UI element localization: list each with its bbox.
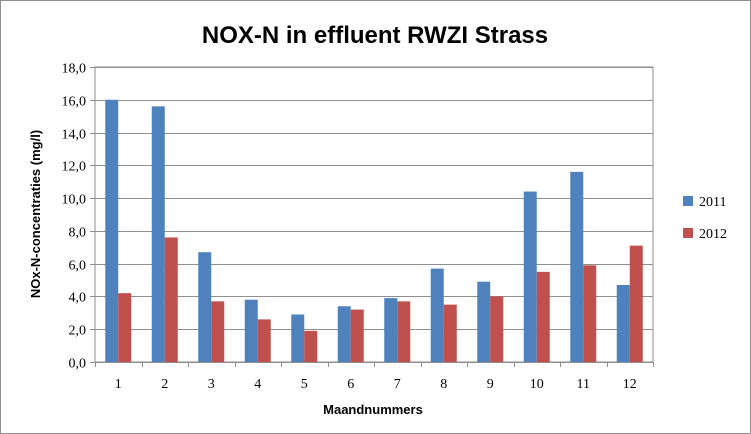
bars <box>105 99 643 363</box>
y-tick-label: 4,0 <box>69 291 87 306</box>
bar-2012-12 <box>629 245 643 362</box>
y-tick-label: 18,0 <box>62 62 87 77</box>
bar-2012-2 <box>164 237 178 362</box>
x-tick-label: 2 <box>161 377 168 392</box>
bar-2011-1 <box>105 99 119 363</box>
bar-2011-12 <box>616 284 630 362</box>
chart-title: NOX-N in effluent RWZI Strass <box>202 22 548 49</box>
bar-2011-4 <box>244 299 258 362</box>
axes <box>90 67 654 367</box>
bar-2012-1 <box>118 293 132 362</box>
plot-area <box>94 66 654 363</box>
y-tick-label: 8,0 <box>69 226 87 241</box>
bar-2012-6 <box>350 309 364 362</box>
legend: 2011 2012 <box>683 195 727 242</box>
x-tick-label: 6 <box>347 377 354 392</box>
x-axis-label: Maandnummers <box>323 402 423 417</box>
bar-2012-3 <box>211 301 225 362</box>
x-tick-label: 9 <box>487 377 494 392</box>
legend-swatch-2012 <box>683 228 693 238</box>
legend-label-2011: 2011 <box>699 195 726 210</box>
gridlines <box>94 66 654 363</box>
legend-swatch-2011 <box>683 196 693 206</box>
x-tick-label: 11 <box>577 377 590 392</box>
x-tick-label: 4 <box>254 377 261 392</box>
y-tick-label: 14,0 <box>62 128 87 143</box>
bar-2011-3 <box>198 252 212 362</box>
y-tick-label: 0,0 <box>69 357 87 372</box>
x-tick-label: 1 <box>115 377 122 392</box>
y-tick-labels: 0,0 2,0 4,0 6,0 8,0 10,0 12,0 14,0 16,0 18,0 <box>62 62 87 372</box>
bar-2011-6 <box>337 306 351 362</box>
bar-2011-5 <box>291 314 305 362</box>
bar-2011-7 <box>384 298 398 362</box>
bar-2012-10 <box>536 271 550 362</box>
bar-2012-5 <box>304 330 318 362</box>
x-tick-label: 7 <box>394 377 401 392</box>
y-tick-label: 10,0 <box>62 193 87 208</box>
x-tick-label: 12 <box>623 377 637 392</box>
bar-2011-8 <box>430 268 444 362</box>
y-axis-label: NOx-N-concentraties (mg/l) <box>28 130 43 298</box>
y-tick-label: 6,0 <box>69 259 87 274</box>
x-tick-label: 10 <box>530 377 544 392</box>
bar-2012-9 <box>490 296 504 362</box>
x-tick-labels: 1 2 3 4 5 6 7 8 9 10 11 12 <box>115 377 637 392</box>
y-tick-label: 16,0 <box>62 95 87 110</box>
bar-2012-11 <box>583 265 597 362</box>
y-tick-label: 12,0 <box>62 160 87 175</box>
bar-2012-4 <box>257 319 271 362</box>
x-tick-label: 5 <box>301 377 308 392</box>
bar-2011-9 <box>477 281 491 362</box>
legend-label-2012: 2012 <box>699 227 727 242</box>
bar-2011-2 <box>151 106 165 362</box>
y-tick-label: 2,0 <box>69 324 87 339</box>
bar-2011-11 <box>570 171 584 362</box>
bar-2012-7 <box>397 301 411 362</box>
x-tick-label: 8 <box>440 377 447 392</box>
bar-2011-10 <box>523 191 537 362</box>
bar-2012-8 <box>443 304 457 362</box>
x-tick-label: 3 <box>208 377 215 392</box>
